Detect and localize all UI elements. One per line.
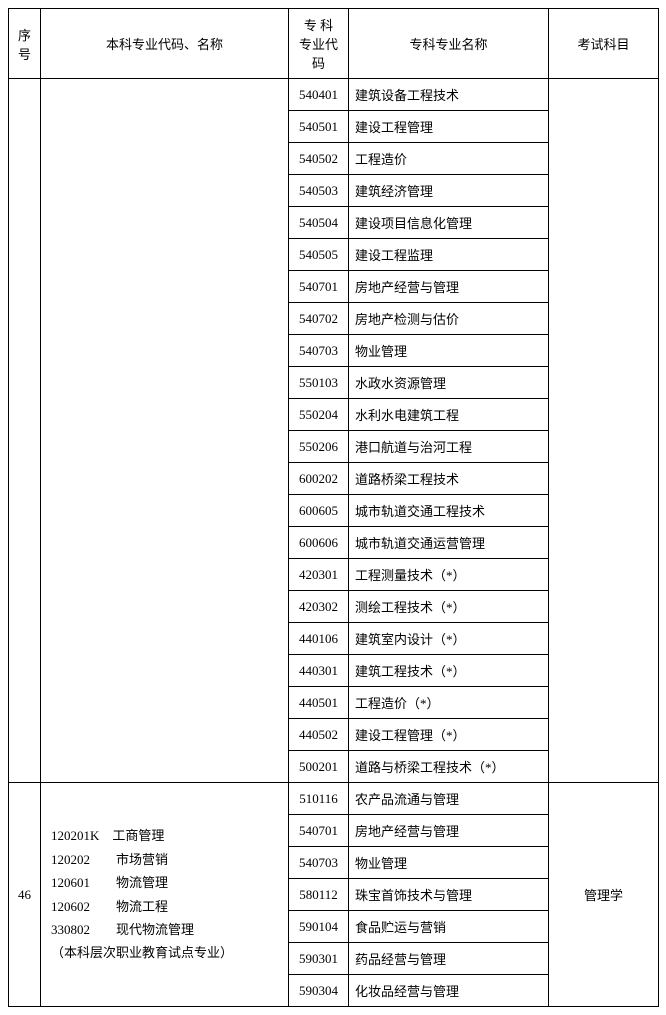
major-code: 540504 (289, 207, 349, 239)
major-name: 工程造价 (349, 143, 549, 175)
major-name: 房地产经营与管理 (349, 271, 549, 303)
major-code: 540503 (289, 175, 349, 207)
header-seq: 序号 (9, 9, 41, 79)
header-major: 专科专业名称 (349, 9, 549, 79)
seq-cell (9, 79, 41, 783)
major-code: 440106 (289, 623, 349, 655)
seq-cell: 46 (9, 783, 41, 1007)
table-body: 540401建筑设备工程技术540501建设工程管理540502工程造价5405… (9, 79, 659, 1007)
major-code: 440501 (289, 687, 349, 719)
undergrad-cell (41, 79, 289, 783)
undergrad-cell: 120201K 工商管理120202 市场营销120601 物流管理120602… (41, 783, 289, 1007)
header-undergrad: 本科专业代码、名称 (41, 9, 289, 79)
majors-table: 序号 本科专业代码、名称 专 科 专业代码 专科专业名称 考试科目 540401… (8, 8, 659, 1007)
major-code: 440502 (289, 719, 349, 751)
major-code: 590301 (289, 943, 349, 975)
major-name: 水利水电建筑工程 (349, 399, 549, 431)
major-code: 550204 (289, 399, 349, 431)
undergrad-line: 330802 现代物流管理 (51, 918, 284, 941)
major-code: 540701 (289, 815, 349, 847)
major-code: 550206 (289, 431, 349, 463)
major-code: 420302 (289, 591, 349, 623)
major-name: 物业管理 (349, 847, 549, 879)
major-name: 珠宝首饰技术与管理 (349, 879, 549, 911)
major-name: 建筑经济管理 (349, 175, 549, 207)
header-exam: 考试科目 (549, 9, 659, 79)
major-name: 测绘工程技术（*） (349, 591, 549, 623)
major-code: 420301 (289, 559, 349, 591)
header-code: 专 科 专业代码 (289, 9, 349, 79)
major-name: 工程测量技术（*） (349, 559, 549, 591)
major-name: 建设项目信息化管理 (349, 207, 549, 239)
major-name: 城市轨道交通工程技术 (349, 495, 549, 527)
major-name: 药品经营与管理 (349, 943, 549, 975)
major-name: 道路与桥梁工程技术（*） (349, 751, 549, 783)
header-row: 序号 本科专业代码、名称 专 科 专业代码 专科专业名称 考试科目 (9, 9, 659, 79)
major-code: 540703 (289, 335, 349, 367)
major-code: 540505 (289, 239, 349, 271)
undergrad-line: 120201K 工商管理 (51, 824, 284, 847)
undergrad-line: （本科层次职业教育试点专业） (51, 941, 284, 964)
major-name: 建设工程监理 (349, 239, 549, 271)
major-code: 550103 (289, 367, 349, 399)
major-code: 440301 (289, 655, 349, 687)
major-code: 540701 (289, 271, 349, 303)
major-name: 建筑室内设计（*） (349, 623, 549, 655)
major-name: 建筑工程技术（*） (349, 655, 549, 687)
major-code: 540502 (289, 143, 349, 175)
exam-cell (549, 79, 659, 783)
undergrad-line: 120601 物流管理 (51, 871, 284, 894)
exam-cell: 管理学 (549, 783, 659, 1007)
major-name: 食品贮运与营销 (349, 911, 549, 943)
major-code: 540703 (289, 847, 349, 879)
major-name: 建设工程管理 (349, 111, 549, 143)
major-code: 510116 (289, 783, 349, 815)
major-code: 540702 (289, 303, 349, 335)
major-name: 房地产经营与管理 (349, 815, 549, 847)
undergrad-line: 120202 市场营销 (51, 848, 284, 871)
major-code: 500201 (289, 751, 349, 783)
major-code: 540501 (289, 111, 349, 143)
major-name: 建设工程管理（*） (349, 719, 549, 751)
major-name: 建筑设备工程技术 (349, 79, 549, 111)
table-row: 540401建筑设备工程技术 (9, 79, 659, 111)
major-name: 化妆品经营与管理 (349, 975, 549, 1007)
major-code: 600605 (289, 495, 349, 527)
major-name: 物业管理 (349, 335, 549, 367)
major-code: 590104 (289, 911, 349, 943)
major-code: 600202 (289, 463, 349, 495)
major-name: 港口航道与治河工程 (349, 431, 549, 463)
major-code: 590304 (289, 975, 349, 1007)
major-name: 城市轨道交通运营管理 (349, 527, 549, 559)
major-name: 农产品流通与管理 (349, 783, 549, 815)
major-name: 水政水资源管理 (349, 367, 549, 399)
undergrad-line: 120602 物流工程 (51, 895, 284, 918)
major-name: 道路桥梁工程技术 (349, 463, 549, 495)
major-name: 房地产检测与估价 (349, 303, 549, 335)
major-code: 580112 (289, 879, 349, 911)
major-code: 600606 (289, 527, 349, 559)
major-name: 工程造价（*） (349, 687, 549, 719)
table-row: 46120201K 工商管理120202 市场营销120601 物流管理1206… (9, 783, 659, 815)
major-code: 540401 (289, 79, 349, 111)
